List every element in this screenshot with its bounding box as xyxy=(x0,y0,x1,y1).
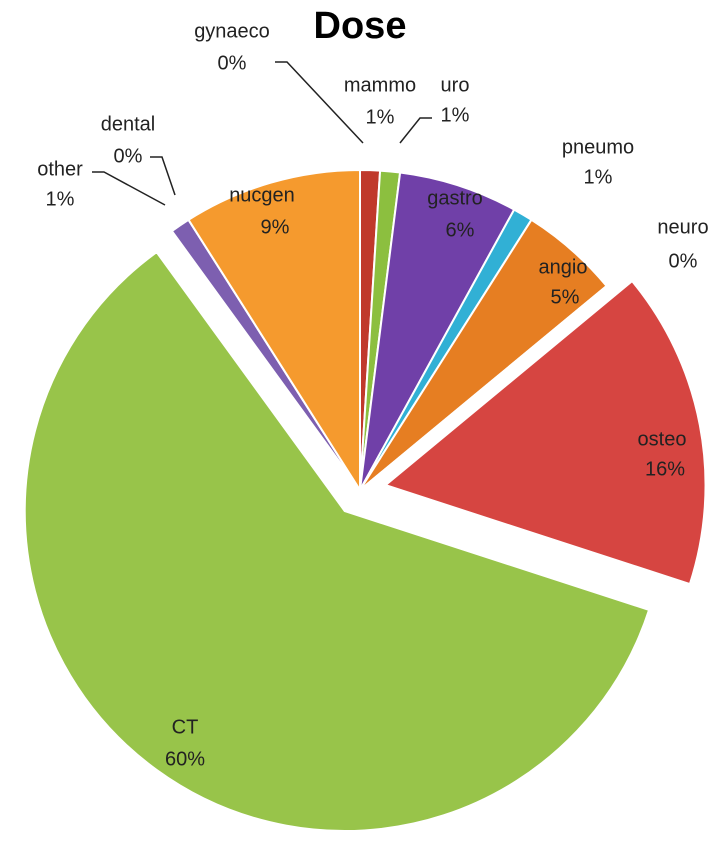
slice-value-label: 60% xyxy=(165,748,205,770)
slice-value-label: 0% xyxy=(218,52,247,74)
leader-lines xyxy=(92,61,432,206)
pie-slice xyxy=(359,171,516,491)
slice-label: CT xyxy=(172,716,199,738)
slice-value-label: 16% xyxy=(645,458,685,480)
leader-line xyxy=(92,171,166,206)
slice-value-label: 1% xyxy=(46,188,75,210)
slice-label: uro xyxy=(441,74,470,96)
slice-label: mammo xyxy=(344,74,416,96)
slice-value-label: 1% xyxy=(366,106,395,128)
leader-line xyxy=(275,61,364,144)
slice-label: osteo xyxy=(638,428,687,450)
slice-label: nucgen xyxy=(229,184,295,206)
slice-value-label: 0% xyxy=(114,145,143,167)
slice-label: dental xyxy=(101,113,156,135)
slice-label: pneumo xyxy=(562,136,634,158)
slice-value-label: 9% xyxy=(261,216,290,238)
slice-value-label: 0% xyxy=(669,250,698,272)
pie-slice xyxy=(23,250,651,833)
slice-value-label: 1% xyxy=(441,104,470,126)
leader-line xyxy=(150,156,176,196)
slice-value-label: 5% xyxy=(551,286,580,308)
slice-label: gynaeco xyxy=(194,20,270,42)
slice-label: neuro xyxy=(657,216,708,238)
pie-slice xyxy=(383,279,707,586)
slice-label: angio xyxy=(539,256,588,278)
slice-label: gastro xyxy=(427,187,483,209)
chart-title: Dose xyxy=(314,5,407,47)
slice-label: other xyxy=(37,158,83,180)
slice-value-label: 6% xyxy=(446,219,475,241)
pie-slice xyxy=(187,168,361,494)
leader-line xyxy=(399,117,432,144)
pie-slice xyxy=(359,218,608,491)
slice-value-label: 1% xyxy=(584,166,613,188)
